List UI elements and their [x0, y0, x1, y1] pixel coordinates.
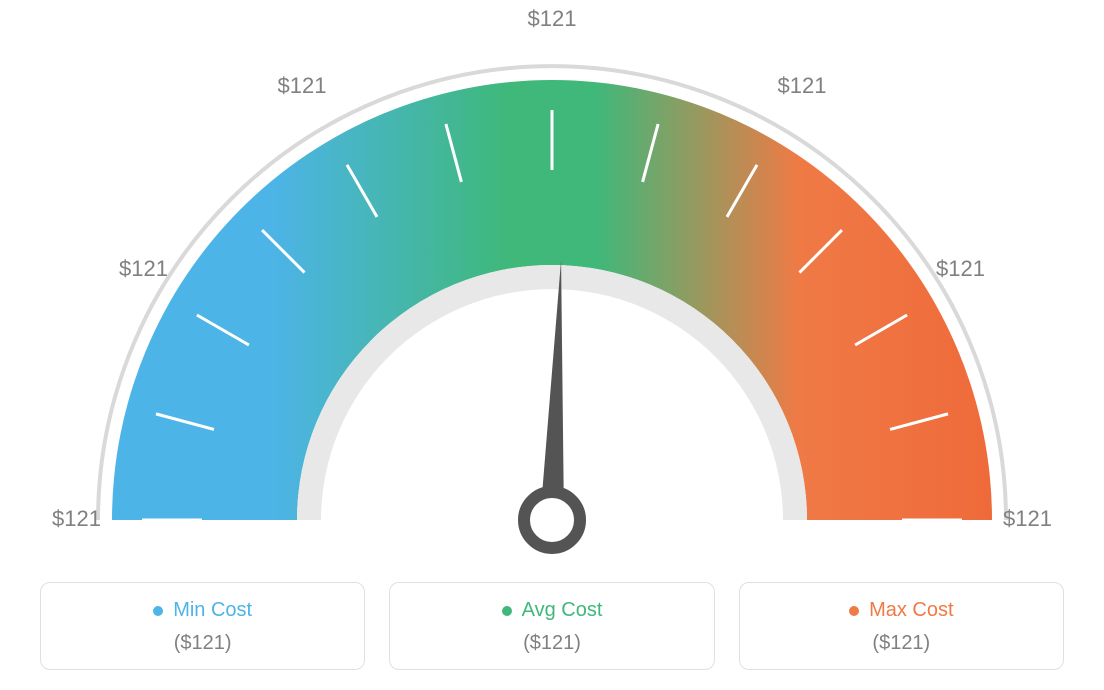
legend-label-avg: Avg Cost [522, 599, 603, 622]
legend-label-max: Max Cost [869, 599, 953, 622]
svg-text:$121: $121 [119, 256, 168, 281]
legend-label-min: Min Cost [173, 599, 252, 622]
gauge-svg: $121 $121 $121 $121 $121 $121 $121 [0, 0, 1104, 560]
legend-card-avg: Avg Cost ($121) [389, 582, 714, 670]
svg-text:$121: $121 [52, 506, 101, 531]
legend-value-min: ($121) [41, 632, 364, 655]
legend-title-min: Min Cost [153, 599, 252, 622]
svg-text:$121: $121 [528, 6, 577, 31]
legend-value-avg: ($121) [390, 632, 713, 655]
legend-title-max: Max Cost [849, 599, 953, 622]
gauge-chart: $121 $121 $121 $121 $121 $121 $121 [0, 0, 1104, 560]
svg-text:$121: $121 [936, 256, 985, 281]
legend-card-min: Min Cost ($121) [40, 582, 365, 670]
legend-title-avg: Avg Cost [502, 599, 603, 622]
svg-text:$121: $121 [778, 73, 827, 98]
legend-dot-min [153, 606, 163, 616]
legend-dot-max [849, 606, 859, 616]
svg-text:$121: $121 [1003, 506, 1052, 531]
legend-row: Min Cost ($121) Avg Cost ($121) Max Cost… [40, 582, 1064, 670]
svg-text:$121: $121 [278, 73, 327, 98]
legend-dot-avg [502, 606, 512, 616]
legend-card-max: Max Cost ($121) [739, 582, 1064, 670]
legend-value-max: ($121) [740, 632, 1063, 655]
